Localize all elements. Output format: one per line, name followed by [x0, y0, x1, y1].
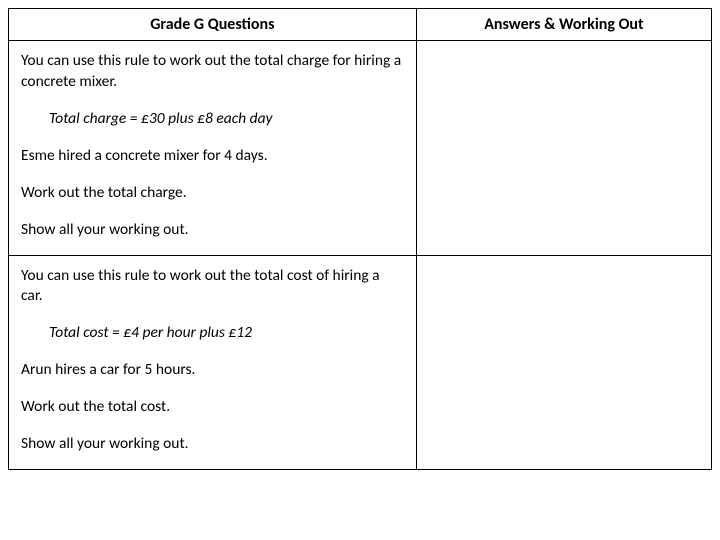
answer-cell [416, 41, 711, 256]
question-instruction: Show all your working out. [21, 434, 404, 455]
question-instruction: Work out the total cost. [21, 397, 404, 418]
table-row: You can use this rule to work out the to… [9, 255, 712, 470]
question-instruction: Show all your working out. [21, 220, 404, 241]
question-formula: Total cost = £4 per hour plus £12 [21, 323, 404, 344]
question-scenario: Esme hired a concrete mixer for 4 days. [21, 146, 404, 167]
question-intro: You can use this rule to work out the to… [21, 51, 404, 93]
question-formula: Total charge = £30 plus £8 each day [21, 109, 404, 130]
question-cell: You can use this rule to work out the to… [9, 41, 417, 256]
worksheet-table: Grade G Questions Answers & Working Out … [8, 8, 712, 470]
question-instruction: Work out the total charge. [21, 183, 404, 204]
question-scenario: Arun hires a car for 5 hours. [21, 360, 404, 381]
table-row: You can use this rule to work out the to… [9, 41, 712, 256]
question-cell: You can use this rule to work out the to… [9, 255, 417, 470]
question-intro: You can use this rule to work out the to… [21, 266, 404, 308]
questions-header: Grade G Questions [9, 9, 417, 41]
header-row: Grade G Questions Answers & Working Out [9, 9, 712, 41]
answer-cell [416, 255, 711, 470]
answers-header: Answers & Working Out [416, 9, 711, 41]
